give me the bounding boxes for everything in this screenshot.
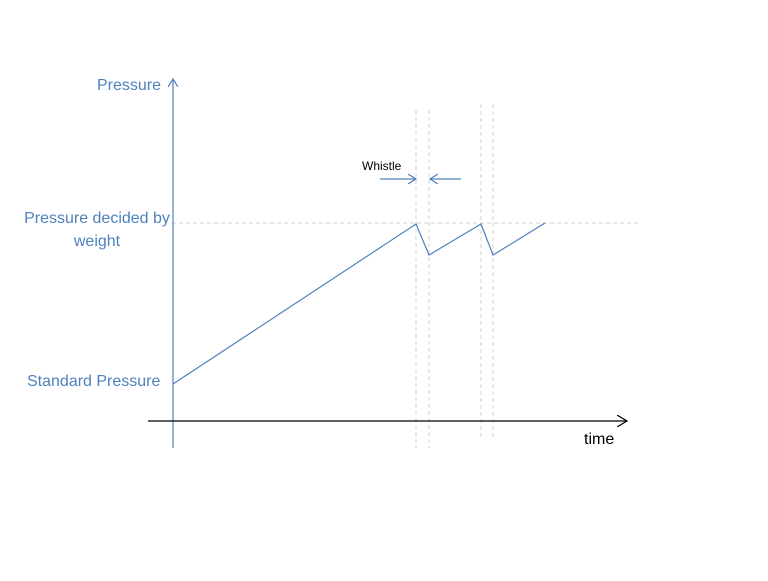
weight-pressure-label: Pressure decided by weight bbox=[24, 210, 170, 250]
pressure-axis-label: Pressure bbox=[97, 77, 162, 94]
time-axis-label: time bbox=[584, 431, 615, 448]
pressure-curve bbox=[172, 222, 546, 385]
standard-pressure-label: Standard Pressure bbox=[27, 373, 161, 390]
whistle-label: Whistle bbox=[362, 159, 402, 173]
